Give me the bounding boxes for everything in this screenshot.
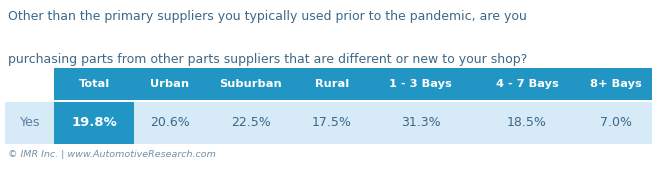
Text: Urban: Urban — [150, 79, 189, 89]
Text: 18.5%: 18.5% — [507, 116, 547, 130]
Text: 8+ Bays: 8+ Bays — [590, 79, 642, 89]
Text: Total: Total — [79, 79, 110, 89]
Text: 4 - 7 Bays: 4 - 7 Bays — [495, 79, 558, 89]
Text: Yes: Yes — [19, 116, 40, 130]
Text: 31.3%: 31.3% — [401, 116, 440, 130]
Text: Rural: Rural — [315, 79, 350, 89]
Text: Suburban: Suburban — [219, 79, 283, 89]
Text: Other than the primary suppliers you typically used prior to the pandemic, are y: Other than the primary suppliers you typ… — [8, 10, 527, 23]
Text: 1 - 3 Bays: 1 - 3 Bays — [389, 79, 452, 89]
Text: purchasing parts from other parts suppliers that are different or new to your sh: purchasing parts from other parts suppli… — [8, 53, 527, 66]
Text: 7.0%: 7.0% — [600, 116, 632, 130]
Text: 22.5%: 22.5% — [231, 116, 271, 130]
Text: 17.5%: 17.5% — [312, 116, 352, 130]
Text: 19.8%: 19.8% — [71, 116, 117, 130]
Text: © IMR Inc. | www.AutomotiveResearch.com: © IMR Inc. | www.AutomotiveResearch.com — [8, 150, 215, 159]
Text: 20.6%: 20.6% — [150, 116, 189, 130]
